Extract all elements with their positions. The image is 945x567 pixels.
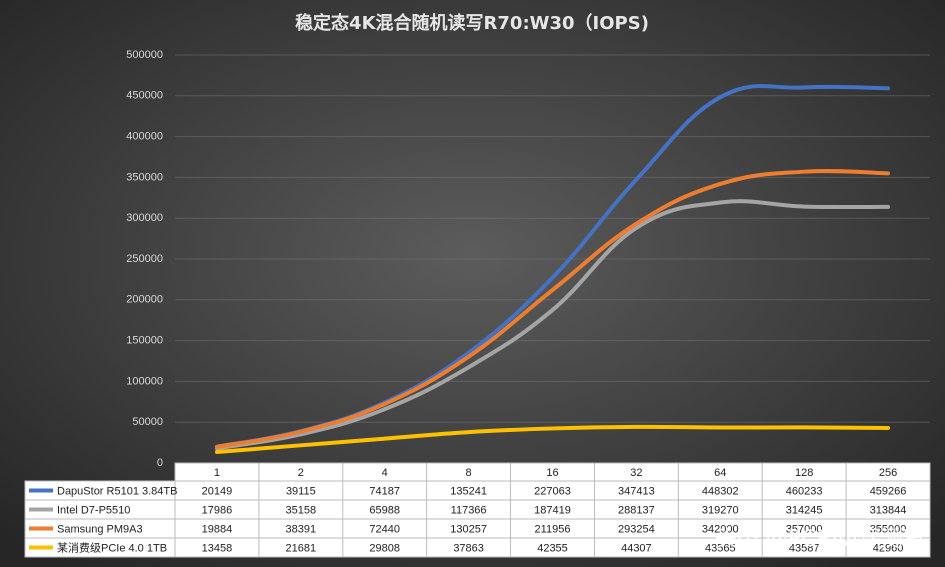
x-tick-label: 16	[546, 467, 558, 479]
legend-label: Intel D7-P5510	[57, 504, 130, 516]
table-value: 19884	[202, 523, 233, 535]
table-value: 13458	[202, 542, 233, 554]
x-tick-label: 64	[714, 467, 726, 479]
x-tick-label: 2	[298, 467, 304, 479]
table-value: 314245	[786, 504, 823, 516]
table-value: 17986	[202, 504, 233, 516]
series-line	[214, 199, 891, 451]
chart-title: 稳定态4K混合随机读写R70:W30（IOPS)	[295, 12, 649, 34]
table-value: 459266	[870, 485, 907, 497]
table-value: 38391	[286, 523, 317, 535]
x-tick-label: 128	[795, 467, 813, 479]
table-value: 29808	[369, 542, 400, 554]
table-value: 342000	[702, 523, 739, 535]
legend-label: 某消费级PCIe 4.0 1TB	[57, 540, 167, 554]
x-tick-label: 1	[214, 467, 220, 479]
table-value: 37863	[453, 542, 484, 554]
table-value: 448302	[702, 485, 739, 497]
table-value: 187419	[534, 504, 571, 516]
table-value: 227063	[534, 485, 571, 497]
y-tick-label: 500000	[126, 49, 163, 61]
y-tick-label: 400000	[126, 131, 163, 143]
y-tick-label: 0	[157, 457, 163, 469]
table-value: 319270	[702, 504, 739, 516]
series-line	[214, 424, 891, 455]
y-tick-label: 200000	[126, 294, 163, 306]
table-value: 65988	[369, 504, 400, 516]
series-line	[214, 169, 891, 449]
table-value: 44307	[621, 542, 652, 554]
table-value: 42355	[537, 542, 568, 554]
table-value: 130257	[450, 523, 487, 535]
table-value: 288137	[618, 504, 655, 516]
table-value: 293254	[618, 523, 655, 535]
x-tick-label: 32	[630, 467, 642, 479]
table-value: 20149	[202, 485, 233, 497]
table-value: 43565	[705, 542, 736, 554]
y-tick-label: 50000	[132, 416, 163, 428]
y-tick-label: 150000	[126, 335, 163, 347]
legend-label: DapuStor R5101 3.84TB	[57, 485, 177, 497]
y-tick-label: 100000	[126, 375, 163, 387]
y-tick-label: 450000	[126, 90, 163, 102]
y-tick-label: 250000	[126, 253, 163, 265]
x-tick-label: 8	[466, 467, 472, 479]
y-tick-label: 300000	[126, 212, 163, 224]
table-value: 211956	[535, 523, 571, 535]
table-value: 313844	[870, 504, 907, 516]
table-value: 117366	[451, 504, 487, 516]
table-value: 460233	[786, 485, 823, 497]
table-value: 35158	[286, 504, 317, 516]
table-value: 347413	[618, 485, 655, 497]
legend-label: Samsung PM9A3	[57, 523, 143, 535]
table-value: 355000	[870, 523, 907, 535]
watermark: 头条 @PCEVA评测室	[715, 527, 925, 552]
table-value: 357000	[786, 523, 823, 535]
table-value: 42960	[873, 542, 904, 554]
table-value: 72440	[369, 523, 400, 535]
table-value: 74187	[369, 485, 400, 497]
y-tick-label: 350000	[126, 171, 163, 183]
x-tick-label: 256	[879, 467, 897, 479]
x-tick-label: 4	[382, 467, 388, 479]
table-value: 21681	[286, 542, 317, 554]
table-value: 43587	[789, 542, 820, 554]
table-value: 39115	[286, 485, 316, 497]
table-value: 135241	[450, 485, 487, 497]
